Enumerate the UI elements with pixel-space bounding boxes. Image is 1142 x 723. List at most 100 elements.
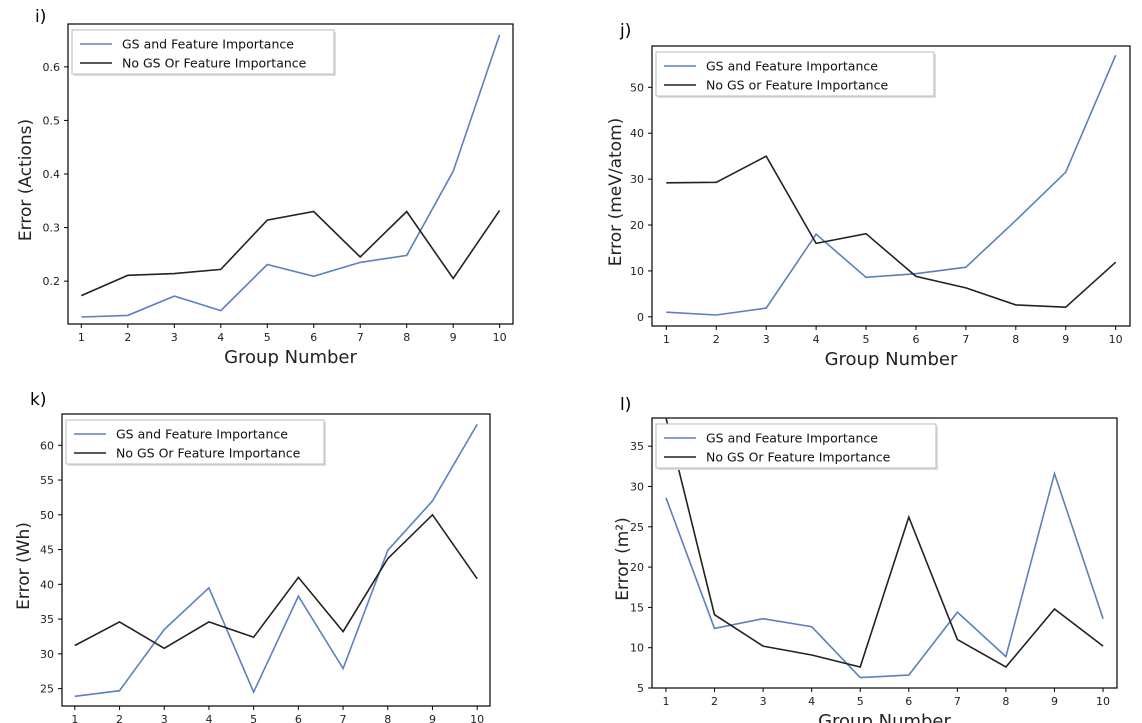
x-tick-label: 1 [663,333,670,346]
legend-box [655,51,935,97]
chart-panel-l: l) 1 2 3 4 5 6 7 8 9 10 5 10 15 20 25 30 35 Group Number Er… [613,395,1118,723]
x-axis-label: Group Number [818,711,951,723]
series-line-gs-feature-importance [81,34,501,318]
x-tick-label: 8 [1012,333,1019,346]
x-tick-label: 5 [264,331,271,344]
y-tick-label: 45 [40,544,54,557]
y-tick-label: 0.5 [43,114,61,127]
x-tick-label: 5 [250,713,257,723]
series-line-no-gs-feature-importance [80,209,501,297]
panel-label: j) [619,21,631,41]
x-tick-label: 8 [403,331,410,344]
x-tick-label: 3 [760,695,767,708]
y-axis-label: Error (Wh) [14,522,34,610]
legend-entry: GS and Feature Importance [706,59,878,74]
y-tick-label: 15 [630,601,644,614]
legend-box [655,423,937,469]
legend-entry: GS and Feature Importance [116,427,288,442]
y-axis-label: Error (meV/atom) [606,118,626,267]
y-tick-label: 0.3 [43,222,61,235]
x-tick-label: 4 [205,713,212,723]
x-tick-label: 2 [116,713,123,723]
y-tick-label: 60 [40,439,54,452]
y-tick-label: 35 [630,440,644,453]
series-line-gs-feature-importance [74,423,478,698]
y-tick-label: 5 [637,682,644,695]
y-tick-label: 30 [40,648,54,661]
chart-panel-i: i) 1 2 3 4 5 6 7 8 9 10 0.2 0.3 0.4 0.5 0.6 Group Number… [16,7,514,368]
y-tick-label: 10 [630,265,644,278]
x-tick-label: 2 [711,695,718,708]
x-axis-label: Group Number [224,347,357,368]
y-tick-label: 30 [630,481,644,494]
x-tick-label: 8 [384,713,391,723]
series-line-gs-feature-importance [666,54,1117,316]
y-tick-label: 25 [630,521,644,534]
x-tick-label: 7 [357,331,364,344]
legend-entry: No GS Or Feature Importance [706,450,891,465]
x-tick-label: 4 [217,331,224,344]
x-tick-label: 1 [71,713,78,723]
plot-frame [61,413,491,707]
x-tick-label: 2 [124,331,131,344]
x-tick-label: 9 [1051,695,1058,708]
panel-label: l) [620,395,631,415]
x-tick-label: 7 [962,333,969,346]
y-tick-label: 55 [40,474,54,487]
series-line-no-gs-feature-importance [666,155,1117,309]
x-tick-label: 7 [954,695,961,708]
x-tick-label: 6 [295,713,302,723]
y-tick-label: 0.6 [43,61,61,74]
legend-box [71,29,335,75]
legend-entry: No GS Or Feature Importance [122,56,307,71]
chart-panel-j: j) 1 2 3 4 5 6 7 8 9 10 0 10 20 30 40 50 Group Number Erro… [606,21,1131,370]
y-tick-label: 10 [630,642,644,655]
x-tick-label: 10 [470,713,484,723]
x-tick-label: 6 [912,333,919,346]
x-tick-label: 5 [863,333,870,346]
x-tick-label: 3 [171,331,178,344]
x-tick-label: 6 [310,331,317,344]
y-tick-label: 20 [630,561,644,574]
x-tick-label: 3 [763,333,770,346]
x-tick-label: 10 [493,331,507,344]
x-tick-label: 1 [78,331,85,344]
legend-box [65,419,325,465]
y-tick-label: 20 [630,219,644,232]
x-tick-label: 4 [813,333,820,346]
x-tick-label: 3 [161,713,168,723]
panel-label: i) [35,7,46,27]
legend-entry: GS and Feature Importance [122,37,294,52]
y-tick-label: 40 [40,578,54,591]
x-tick-label: 1 [662,695,669,708]
legend-entry: GS and Feature Importance [706,431,878,446]
x-tick-label: 2 [713,333,720,346]
plot-frame [651,417,1118,689]
plot-frame [651,45,1131,327]
series-line-no-gs-feature-importance [665,418,1104,669]
x-tick-label: 7 [340,713,347,723]
x-tick-label: 9 [429,713,436,723]
panel-label: k) [30,390,46,410]
x-tick-label: 10 [1096,695,1110,708]
legend-entry: No GS or Feature Importance [706,78,888,93]
y-tick-label: 35 [40,613,54,626]
series-line-no-gs-feature-importance [74,513,478,650]
y-tick-label: 40 [630,127,644,140]
x-tick-label: 5 [857,695,864,708]
x-tick-label: 9 [450,331,457,344]
y-axis-label: Error (Actions) [16,119,36,241]
chart-panel-k: k)123456789102530354045505560Group Numbe… [14,390,491,723]
x-tick-label: 6 [905,695,912,708]
y-tick-label: 25 [40,683,54,696]
y-tick-label: 0.4 [43,168,61,181]
x-tick-label: 8 [1002,695,1009,708]
x-axis-label: Group Number [825,349,958,370]
y-tick-label: 50 [40,509,54,522]
x-tick-label: 10 [1109,333,1123,346]
y-tick-label: 0.2 [43,275,61,288]
y-tick-label: 0 [637,311,644,324]
legend-entry: No GS Or Feature Importance [116,446,301,461]
x-tick-label: 9 [1062,333,1069,346]
